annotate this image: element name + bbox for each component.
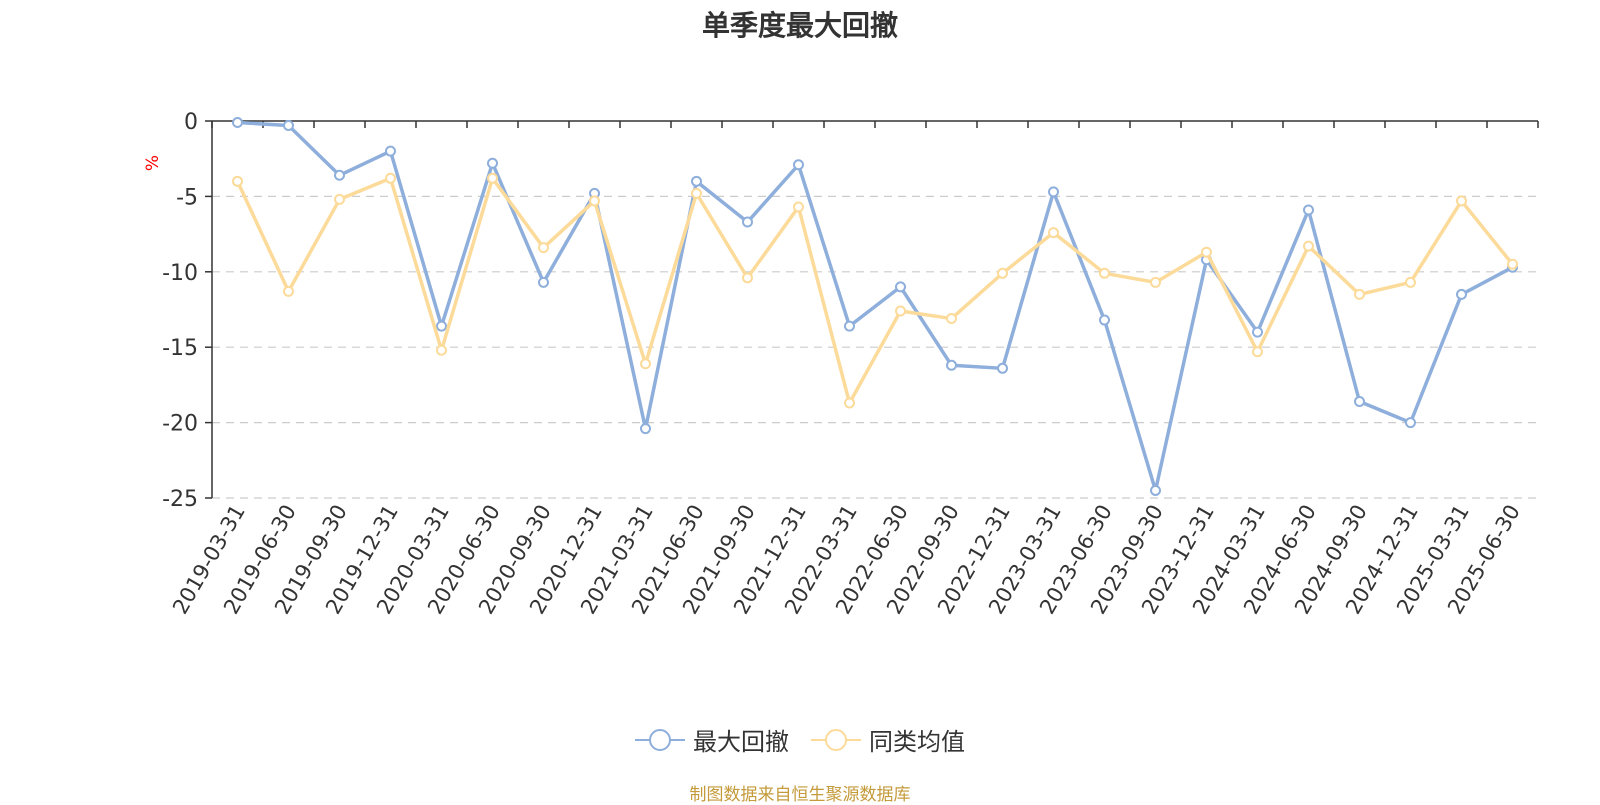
data-point: [1252, 346, 1263, 358]
data-point: [385, 172, 396, 184]
data-point: [1507, 258, 1518, 270]
series-line: [237, 120, 1514, 493]
data-point: [1354, 395, 1365, 407]
series-0: [232, 117, 1518, 496]
y-tick-label: -20: [162, 412, 198, 437]
data-point: [1303, 204, 1314, 216]
data-point: [1456, 195, 1467, 207]
data-point: [1354, 288, 1365, 300]
legend: 最大回撤 同类均值: [0, 722, 1600, 757]
data-point: [946, 313, 957, 325]
data-point: [436, 344, 447, 356]
data-point: [793, 159, 804, 171]
data-point: [1303, 240, 1314, 252]
y-tick-label: -10: [162, 261, 198, 286]
data-point: [436, 320, 447, 332]
data-point: [385, 145, 396, 157]
legend-label-peer-average: 同类均值: [869, 728, 965, 756]
data-point: [538, 242, 549, 254]
source-note: 制图数据来自恒生聚源数据库: [689, 785, 911, 805]
data-point: [844, 397, 855, 409]
data-point: [1099, 314, 1110, 326]
data-point: [742, 272, 753, 284]
data-point: [487, 157, 498, 169]
data-point: [538, 276, 549, 288]
data-point: [1150, 276, 1161, 288]
data-point: [997, 267, 1008, 279]
y-tick-label: -15: [162, 336, 198, 361]
data-point: [640, 358, 651, 370]
grid-lines: [212, 195, 1538, 499]
data-point: [742, 216, 753, 228]
y-tick-label: -25: [162, 487, 198, 512]
data-point: [334, 193, 345, 205]
data-point: [1201, 246, 1212, 258]
series-line: [235, 176, 1514, 405]
data-point: [1099, 267, 1110, 279]
data-point: [232, 175, 243, 187]
data-point: [283, 285, 294, 297]
series-1: [232, 172, 1518, 409]
series-layer: [232, 117, 1518, 496]
legend-item-peer-average[interactable]: 同类均值: [811, 722, 965, 757]
y-tick-label: -5: [176, 185, 198, 210]
data-point: [895, 305, 906, 317]
data-point: [1456, 288, 1467, 300]
legend-swatch-max-drawdown: [635, 728, 685, 751]
data-point: [589, 195, 600, 207]
legend-label-max-drawdown: 最大回撤: [693, 728, 789, 756]
data-point: [1048, 227, 1059, 239]
y-axis-label: %: [143, 155, 163, 171]
chart-title: 单季度最大回撤: [701, 9, 898, 42]
data-point: [487, 172, 498, 184]
data-point: [691, 187, 702, 199]
data-point: [997, 362, 1008, 374]
data-point: [334, 169, 345, 181]
data-point: [232, 117, 243, 129]
data-point: [1405, 417, 1416, 429]
data-point: [1048, 186, 1059, 198]
legend-swatch-peer-average: [811, 728, 861, 751]
data-point: [691, 175, 702, 187]
data-point: [1150, 484, 1161, 496]
data-point: [1405, 276, 1416, 288]
data-point: [793, 201, 804, 213]
y-tick-label: 0: [184, 110, 198, 135]
data-point: [946, 359, 957, 371]
data-point: [844, 320, 855, 332]
data-point: [283, 120, 294, 132]
data-point: [1252, 326, 1263, 338]
legend-item-max-drawdown[interactable]: 最大回撤: [635, 722, 789, 757]
data-point: [895, 281, 906, 293]
data-point: [640, 423, 651, 435]
